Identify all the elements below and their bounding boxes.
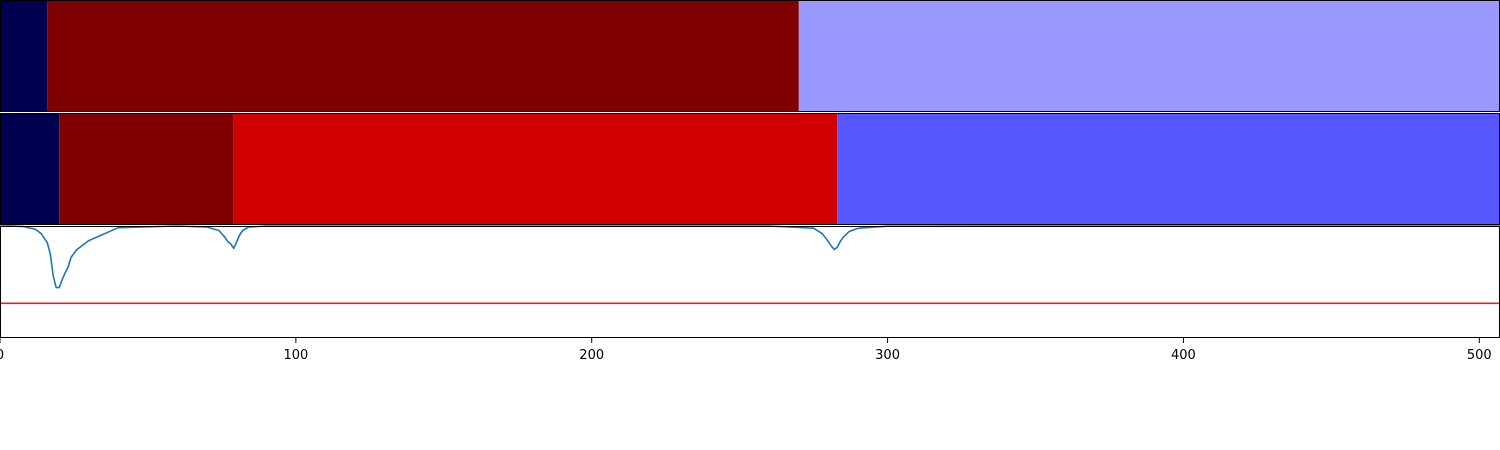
signal-frame (0, 226, 1500, 338)
segment-row-2-segment-2 (59, 113, 234, 225)
segment-row-2-segment-3 (233, 113, 838, 225)
x-tick-label: 100 (283, 348, 308, 363)
x-axis: 0 100 200 300 400 500 (0, 338, 1492, 363)
x-tick-label: 200 (579, 348, 604, 363)
x-tick-label: 0 (0, 348, 4, 363)
segment-row-1-segment-1 (0, 0, 48, 112)
signal-panel (0, 225, 1500, 338)
segment-row-1-segment-3 (798, 0, 1500, 112)
segment-row-1-panel (0, 0, 1500, 112)
segment-row-1-segment-2 (47, 0, 799, 112)
segment-row-2-segment-4 (837, 113, 1500, 225)
segment-row-2-panel (0, 113, 1500, 225)
signal-line (0, 225, 1500, 289)
segment-row-2-segment-1 (0, 113, 60, 225)
x-tick-label: 500 (1467, 348, 1492, 363)
x-tick-label: 300 (875, 348, 900, 363)
x-tick-label: 400 (1171, 348, 1196, 363)
